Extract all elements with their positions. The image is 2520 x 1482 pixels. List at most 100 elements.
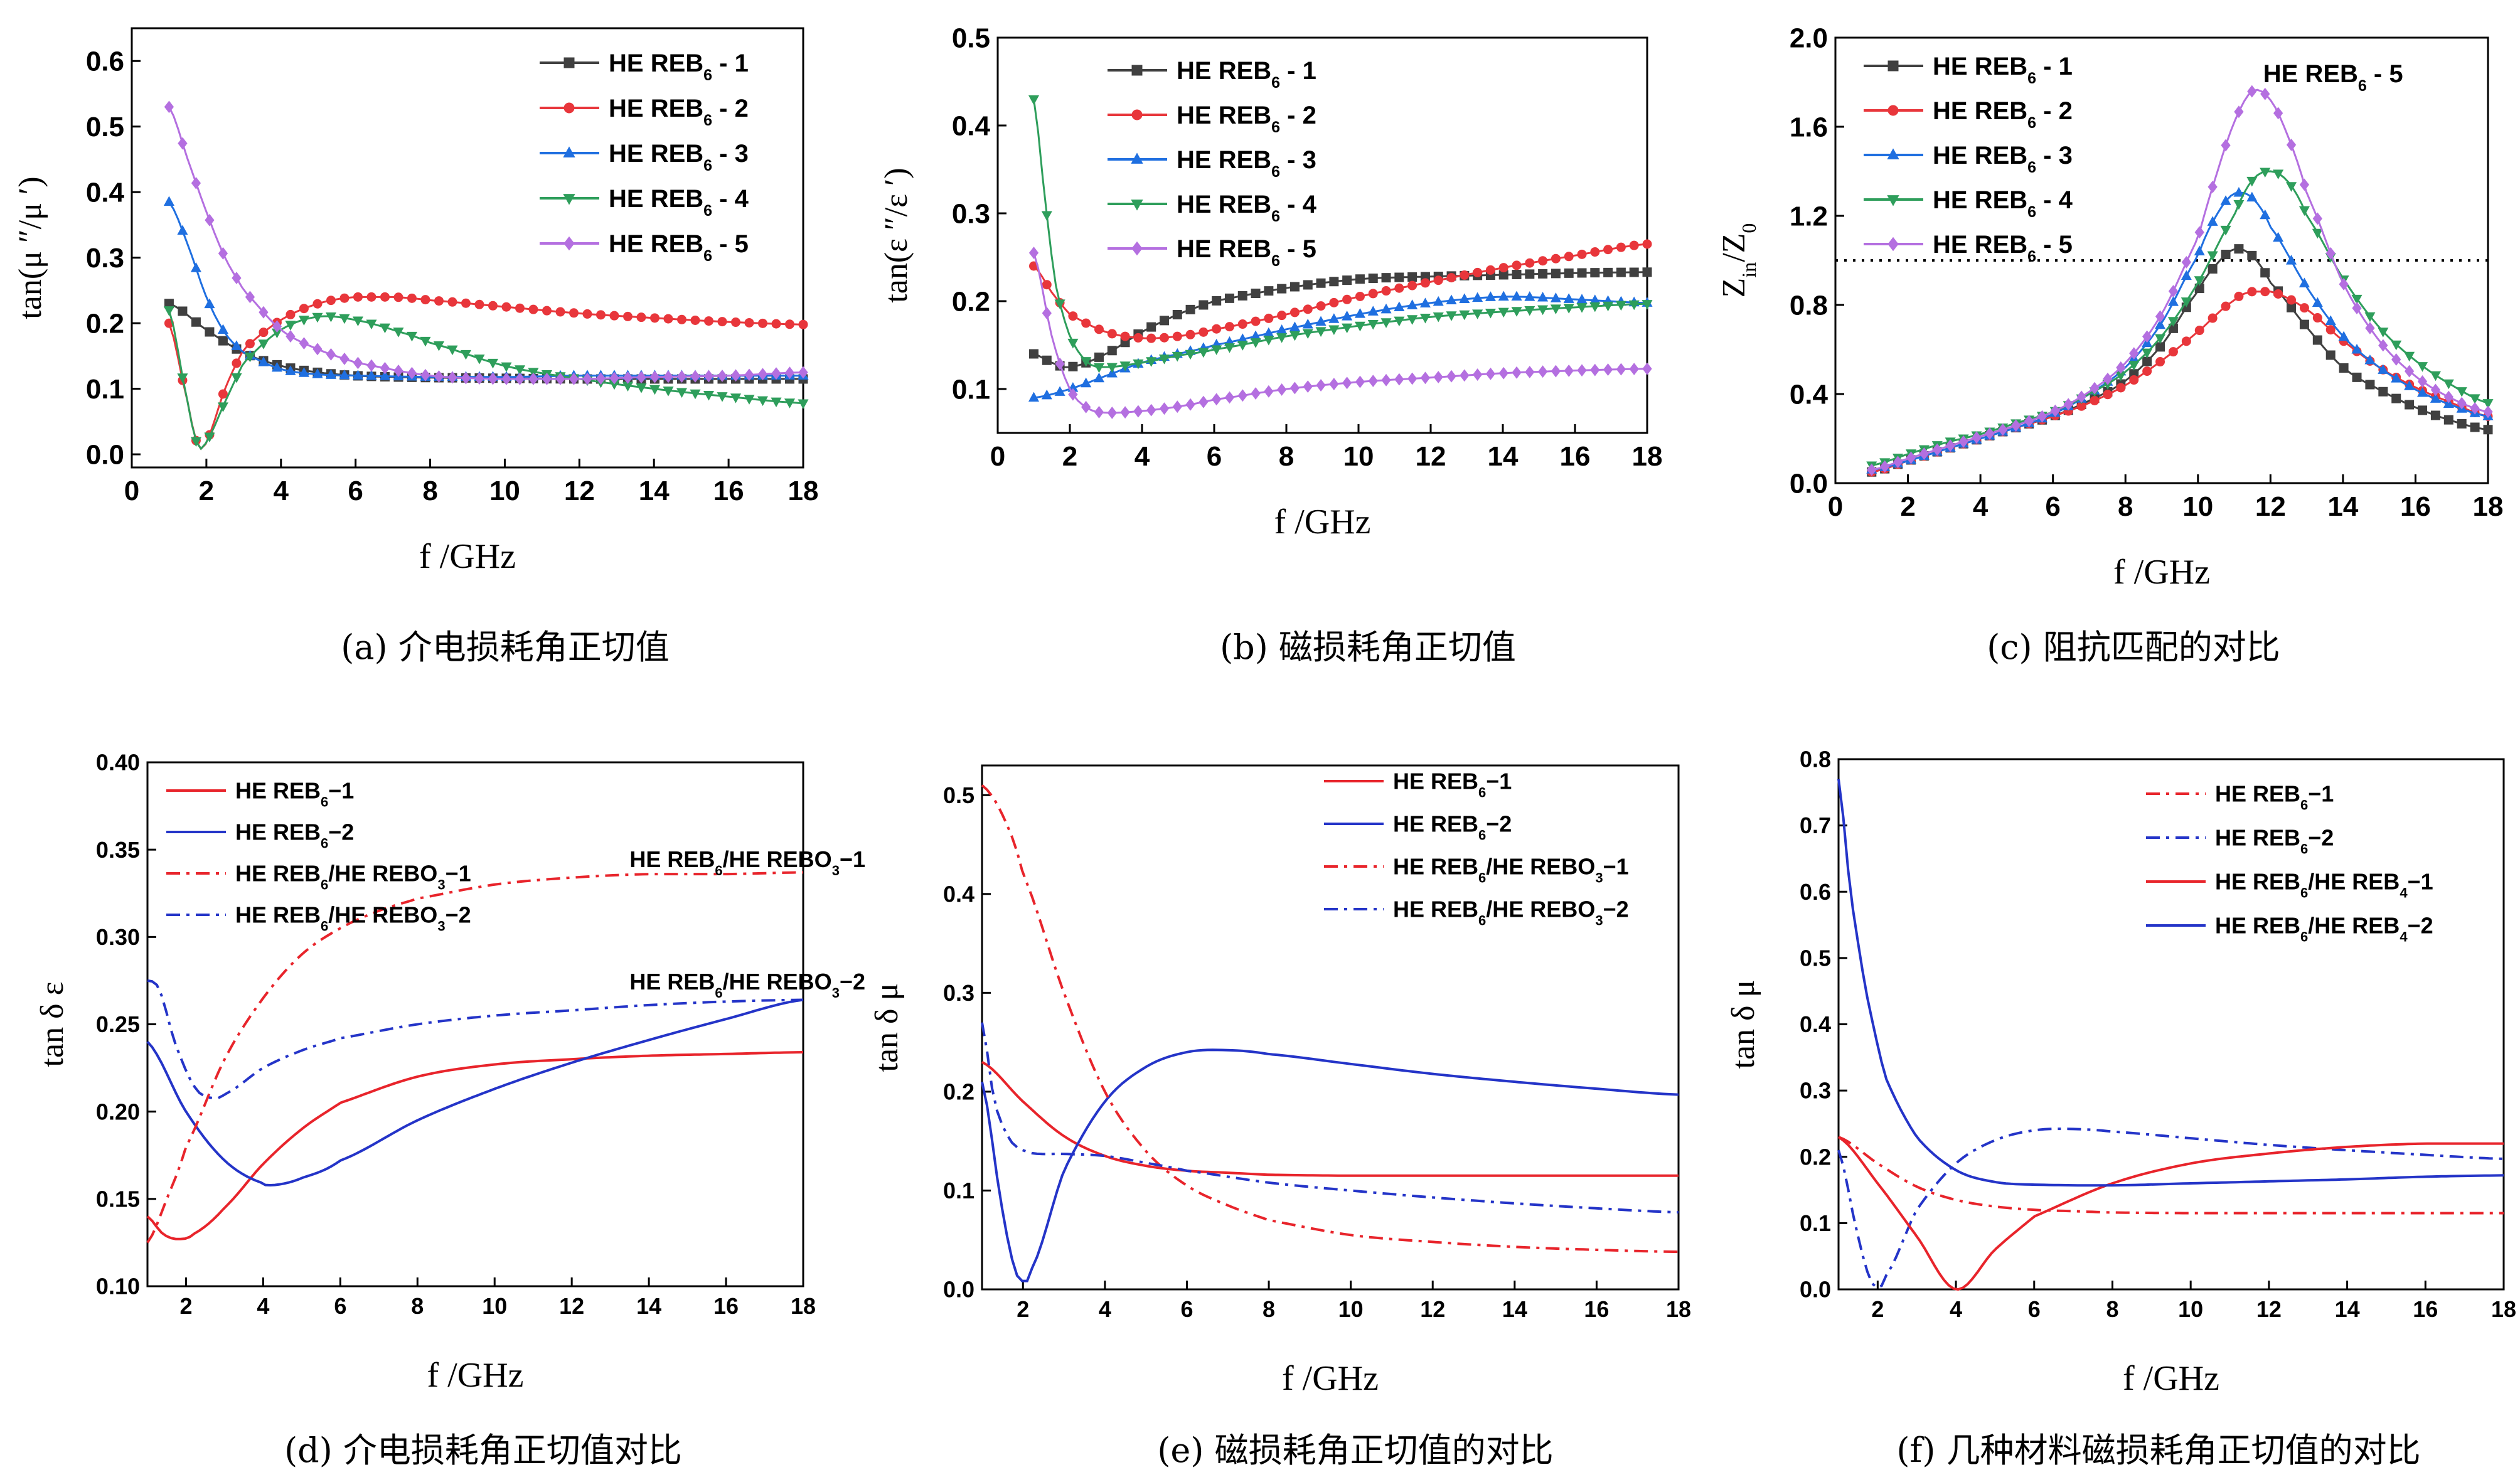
x-tick-label-a: 4 bbox=[274, 476, 289, 506]
series-marker-b-1 bbox=[1146, 322, 1156, 332]
y-tick-label-d: 0.40 bbox=[96, 750, 140, 776]
series-marker-a-5 bbox=[569, 373, 579, 385]
series-marker-b-1 bbox=[1590, 268, 1600, 278]
series-marker-a-2 bbox=[353, 292, 363, 302]
series-marker-c-4 bbox=[2181, 297, 2192, 307]
series-marker-b-5 bbox=[1068, 388, 1078, 401]
chart-panel-c: 0 2 4 6 8 10 12 14 16 18 0.0 0.4 0.8 1.2 1.6 2.0 f /GHz Z… bbox=[1716, 23, 2503, 667]
series-marker-b-4 bbox=[1367, 319, 1379, 330]
series-marker-a-2 bbox=[690, 315, 700, 325]
series-marker-c-1 bbox=[2194, 283, 2204, 293]
series-marker-c-4 bbox=[2378, 328, 2389, 338]
x-tick-label-f: 8 bbox=[2106, 1296, 2118, 1322]
x-axis-title-d: f /GHz bbox=[427, 1356, 524, 1395]
series-marker-c-5 bbox=[2339, 278, 2349, 291]
x-tick-label-d: 12 bbox=[559, 1293, 584, 1319]
y-tick-label-d: 0.35 bbox=[96, 837, 140, 863]
chart-panel-d: 2 4 6 8 10 12 14 16 18 0.10 0.15 0.20 0.25 0.30 0.35 0.… bbox=[35, 750, 865, 1470]
series-marker-c-5 bbox=[1880, 460, 1890, 473]
legend-label-f-1: HE REB6−1 bbox=[2215, 781, 2334, 813]
series-marker-a-2 bbox=[798, 319, 808, 329]
series-marker-c-5 bbox=[2076, 390, 2086, 403]
series-marker-a-4 bbox=[258, 339, 269, 349]
x-tick-label-b: 4 bbox=[1135, 441, 1150, 472]
series-marker-a-4 bbox=[663, 386, 674, 397]
series-marker-a-5 bbox=[272, 320, 282, 333]
legend-marker-c-4 bbox=[1887, 195, 1899, 206]
legend-label-a-4: HE REB6 - 4 bbox=[609, 185, 749, 220]
legend-marker-a-4 bbox=[563, 194, 575, 205]
series-marker-c-3 bbox=[2325, 315, 2336, 325]
series-marker-a-2 bbox=[420, 295, 430, 305]
series-marker-b-4 bbox=[1081, 357, 1092, 367]
series-marker-c-5 bbox=[1985, 427, 1995, 440]
series-marker-a-2 bbox=[622, 311, 633, 322]
series-marker-c-4 bbox=[2351, 294, 2362, 305]
series-marker-a-4 bbox=[474, 355, 485, 365]
legend-label-d-3: HE REB6/HE REBO3−1 bbox=[235, 861, 471, 893]
x-tick-label-a: 18 bbox=[788, 476, 819, 506]
series-marker-c-5 bbox=[2221, 139, 2231, 152]
series-marker-a-4 bbox=[406, 331, 418, 342]
series-marker-a-3 bbox=[339, 369, 350, 380]
series-marker-b-1 bbox=[1107, 346, 1117, 356]
y-axis-title-b: tan(ε ″/ε ′) bbox=[878, 168, 914, 302]
series-marker-a-5 bbox=[528, 373, 538, 385]
series-marker-a-3 bbox=[258, 356, 269, 366]
series-marker-b-2 bbox=[1212, 324, 1222, 334]
series-marker-a-2 bbox=[676, 314, 686, 324]
series-marker-c-5 bbox=[1919, 447, 1930, 460]
series-marker-a-5 bbox=[326, 348, 336, 361]
series-line-b-4 bbox=[1033, 99, 1648, 368]
series-marker-a-2 bbox=[649, 313, 659, 323]
series-marker-c-5 bbox=[1906, 451, 1916, 464]
series-marker-b-4 bbox=[1289, 331, 1301, 341]
series-marker-a-4 bbox=[177, 373, 188, 383]
series-marker-b-4 bbox=[1185, 349, 1196, 360]
x-tick-label-d: 2 bbox=[179, 1293, 192, 1319]
series-marker-b-3 bbox=[1446, 294, 1457, 305]
series-marker-b-1 bbox=[1199, 300, 1209, 310]
series-marker-b-1 bbox=[1616, 267, 1626, 277]
series-marker-b-5 bbox=[1028, 247, 1039, 259]
series-marker-a-4 bbox=[744, 395, 755, 405]
panel-caption-c: (c) 阻抗匹配的对比 bbox=[1987, 627, 2280, 667]
series-marker-b-2 bbox=[1133, 333, 1143, 343]
legend-marker-b-4 bbox=[1131, 200, 1143, 211]
y-tick-label-f: 0.0 bbox=[1800, 1277, 1831, 1303]
series-marker-b-1 bbox=[1316, 278, 1326, 288]
series-marker-c-4 bbox=[2285, 182, 2297, 192]
series-marker-a-1 bbox=[205, 327, 215, 337]
series-marker-c-3 bbox=[2351, 344, 2362, 354]
legend-label-d-1: HE REB6−1 bbox=[235, 778, 354, 810]
series-marker-a-4 bbox=[231, 373, 242, 383]
series-marker-a-2 bbox=[339, 293, 350, 303]
series-marker-b-5 bbox=[1603, 363, 1613, 376]
x-tick-label-c: 8 bbox=[2118, 491, 2133, 522]
series-marker-c-2 bbox=[2208, 313, 2218, 323]
series-marker-a-2 bbox=[703, 316, 713, 326]
series-marker-a-5 bbox=[582, 372, 592, 385]
series-marker-c-4 bbox=[2416, 362, 2428, 372]
series-marker-b-2 bbox=[1120, 331, 1130, 341]
y-tick-label-e: 0.5 bbox=[943, 782, 974, 808]
series-marker-a-5 bbox=[515, 373, 525, 385]
series-marker-c-2 bbox=[2103, 390, 2113, 400]
series-marker-a-5 bbox=[757, 368, 768, 381]
y-tick-label-c: 1.2 bbox=[1790, 201, 1828, 232]
series-marker-b-2 bbox=[1224, 322, 1234, 332]
series-marker-c-2 bbox=[2260, 287, 2270, 297]
series-marker-b-3 bbox=[1550, 292, 1561, 302]
legend-label-b-1: HE REB6 - 1 bbox=[1177, 57, 1316, 92]
series-marker-b-4 bbox=[1524, 306, 1535, 316]
series-marker-b-4 bbox=[1172, 351, 1183, 362]
series-marker-b-5 bbox=[1199, 395, 1209, 408]
y-tick-label-f: 0.1 bbox=[1800, 1210, 1831, 1236]
series-marker-c-5 bbox=[1945, 439, 1955, 452]
series-marker-b-5 bbox=[1329, 378, 1339, 391]
series-marker-a-2 bbox=[299, 304, 309, 314]
legend-label-a-3: HE REB6 - 3 bbox=[609, 140, 749, 174]
series-line-f-2 bbox=[1837, 1127, 2504, 1289]
series-marker-b-5 bbox=[1120, 406, 1130, 419]
series-marker-c-1 bbox=[2339, 363, 2349, 373]
